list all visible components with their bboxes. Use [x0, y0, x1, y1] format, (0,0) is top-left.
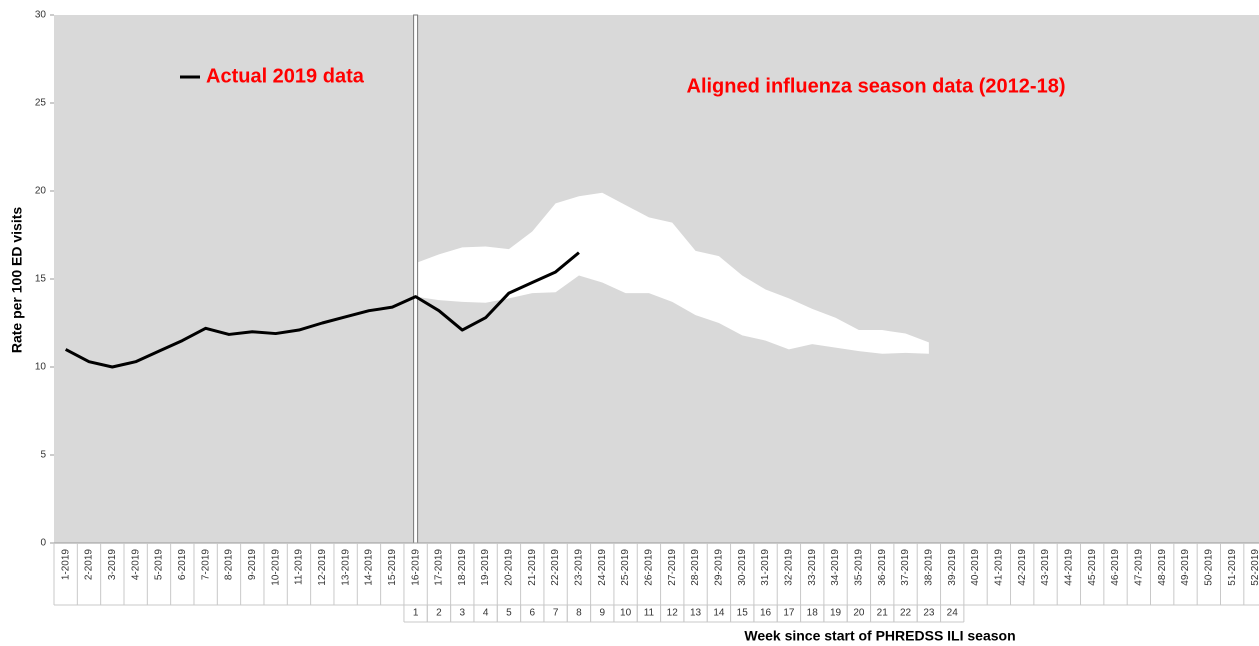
- x-tick-label: 50-2019: [1203, 549, 1214, 586]
- y-axis-label: Rate per 100 ED visits: [9, 207, 25, 354]
- line: [64, 251, 580, 369]
- x-tick-label: 30-2019: [737, 549, 748, 586]
- y-tick-label: 20: [35, 186, 47, 197]
- x-tick-label: 20-2019: [504, 549, 515, 586]
- x-tick-label: 23-2019: [574, 549, 585, 586]
- season-week-label: 11: [644, 608, 655, 619]
- x-tick-label: 51-2019: [1227, 549, 1238, 586]
- season-week-label: 12: [667, 608, 679, 619]
- season-week-label: 15: [737, 608, 749, 619]
- x-tick-label: 46-2019: [1110, 549, 1121, 586]
- x-tick-label: 42-2019: [1017, 549, 1028, 586]
- x-tick-label: 47-2019: [1133, 549, 1144, 586]
- x-tick-label: 41-2019: [994, 549, 1005, 586]
- season-week-label: 5: [506, 608, 512, 619]
- season-week-label: 21: [877, 608, 889, 619]
- x-tick-label: 49-2019: [1180, 549, 1191, 586]
- x-tick-label: 8-2019: [224, 549, 235, 581]
- x-tick-label: 45-2019: [1087, 549, 1098, 586]
- x-tick-label: 43-2019: [1040, 549, 1051, 586]
- x-tick-label: 35-2019: [854, 549, 865, 586]
- x-tick-label: 4-2019: [130, 549, 141, 581]
- x-tick-label: 11-2019: [294, 549, 305, 585]
- x-tick-label: 39-2019: [947, 549, 958, 586]
- x-tick-label: 21-2019: [527, 549, 538, 586]
- y-tick-label: 10: [35, 362, 47, 373]
- x-tick-label: 19-2019: [480, 549, 491, 586]
- season-week-label: 10: [620, 608, 632, 619]
- x-tick-label: 24-2019: [597, 549, 608, 586]
- season-week-label: 22: [900, 608, 912, 619]
- season-week-label: 19: [830, 608, 842, 619]
- x-tick-label: 48-2019: [1157, 549, 1168, 586]
- legend-label: Actual 2019 data: [206, 65, 365, 87]
- x-tick-label: 7-2019: [200, 549, 211, 581]
- x-tick-label: 37-2019: [900, 549, 911, 586]
- season-week-label: 17: [783, 608, 795, 619]
- x-tick-label: 15-2019: [387, 549, 398, 586]
- season-week-label: 18: [807, 608, 819, 619]
- x-tick-label: 52-2019: [1250, 549, 1259, 586]
- y-tick-label: 0: [40, 538, 46, 549]
- x-tick-label: 22-2019: [550, 549, 561, 586]
- x-tick-label: 10-2019: [270, 549, 281, 586]
- divider: [413, 14, 419, 544]
- x-axis-label: Week since start of PHREDSS ILI season: [744, 628, 1015, 644]
- x-tick-label: 14-2019: [364, 549, 375, 586]
- season-week-label: 4: [483, 608, 489, 619]
- season-week-label: 1: [413, 608, 419, 619]
- x-tick-label: 36-2019: [877, 549, 888, 586]
- season-week-label: 20: [853, 608, 865, 619]
- x-tick-label: 28-2019: [690, 549, 701, 586]
- x-tick-label: 26-2019: [644, 549, 655, 586]
- x-tick-label: 25-2019: [620, 549, 631, 586]
- season-week-label: 23: [923, 608, 935, 619]
- x-tick-label: 31-2019: [760, 549, 771, 586]
- x-tick-label: 40-2019: [970, 549, 981, 586]
- season-week-label: 24: [947, 608, 959, 619]
- x-tick-label: 18-2019: [457, 549, 468, 586]
- y-tick-label: 30: [35, 10, 47, 21]
- season-week-label: 8: [576, 608, 582, 619]
- season-week-label: 16: [760, 608, 772, 619]
- x-tick-label: 16-2019: [410, 549, 421, 586]
- y-tick-label: 15: [35, 274, 47, 285]
- x-tick-label: 38-2019: [924, 549, 935, 586]
- y-tick-label: 5: [40, 450, 46, 461]
- season-week-label: 3: [459, 608, 465, 619]
- x-tick-label: 5-2019: [154, 549, 165, 581]
- season-week-label: 2: [436, 608, 442, 619]
- x-tick-label: 17-2019: [434, 549, 445, 586]
- legend-label: Aligned influenza season data (2012-18): [687, 75, 1066, 97]
- season-week-label: 6: [529, 608, 535, 619]
- x-tick-label: 44-2019: [1063, 549, 1074, 586]
- season-week-label: 13: [690, 608, 702, 619]
- x-tick-label: 34-2019: [830, 549, 841, 586]
- y-tick-label: 25: [35, 98, 47, 109]
- season-week-label: 14: [713, 608, 725, 619]
- season-week-label: 7: [553, 608, 559, 619]
- x-tick-label: 2-2019: [84, 549, 95, 581]
- x-tick-label: 6-2019: [177, 549, 188, 581]
- x-tick-label: 29-2019: [714, 549, 725, 586]
- x-tick-label: 12-2019: [317, 549, 328, 586]
- x-tick-label: 32-2019: [784, 549, 795, 586]
- season-week-label: 9: [599, 608, 605, 619]
- x-tick-label: 27-2019: [667, 549, 678, 586]
- x-tick-label: 13-2019: [340, 549, 351, 586]
- x-tick-label: 3-2019: [107, 549, 118, 581]
- x-tick-label: 33-2019: [807, 549, 818, 586]
- x-tick-label: 1-2019: [60, 549, 71, 581]
- x-tick-label: 9-2019: [247, 549, 258, 581]
- range-area: [415, 192, 929, 354]
